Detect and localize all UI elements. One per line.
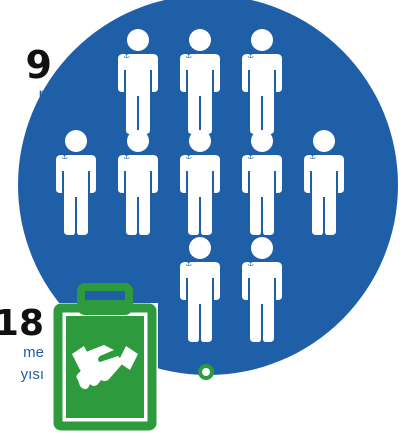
person-icon: ⚓ <box>304 130 344 235</box>
anchor-badge-icon: ⚓ <box>123 152 130 161</box>
agreement-stat-number: 18 <box>0 303 44 344</box>
person-icon: ⚓ <box>242 130 282 235</box>
person-icon: ⚓ <box>180 237 220 342</box>
anchor-badge-icon: ⚓ <box>185 259 192 268</box>
anchor-badge-icon: ⚓ <box>309 152 316 161</box>
anchor-badge-icon: ⚓ <box>61 152 68 161</box>
anchor-badge-icon: ⚓ <box>185 51 192 60</box>
person-icon: ⚓ <box>118 130 158 235</box>
clipboard-icon <box>52 283 158 431</box>
people-group: ⚓ ⚓ ⚓ ⚓ ⚓ ⚓ ⚓ ⚓ ⚓ ⚓ <box>56 29 344 342</box>
agreement-stat: 18 me yısı <box>0 306 44 386</box>
person-icon: ⚓ <box>56 130 96 235</box>
anchor-badge-icon: ⚓ <box>185 152 192 161</box>
person-icon: ⚓ <box>242 29 282 134</box>
person-icon: ⚓ <box>180 29 220 134</box>
anchor-badge-icon: ⚓ <box>123 51 130 60</box>
agreement-stat-caption-line-2: yısı <box>20 366 44 383</box>
anchor-badge-icon: ⚓ <box>247 51 254 60</box>
anchor-badge-icon: ⚓ <box>247 152 254 161</box>
person-icon: ⚓ <box>180 130 220 235</box>
agreement-stat-caption-line-1: me <box>23 344 44 361</box>
person-icon: ⚓ <box>242 237 282 342</box>
person-icon: ⚓ <box>118 29 158 134</box>
handshake-icon <box>72 345 138 390</box>
anchor-badge-icon: ⚓ <box>247 259 254 268</box>
people-stat-number: 9 <box>25 43 52 87</box>
